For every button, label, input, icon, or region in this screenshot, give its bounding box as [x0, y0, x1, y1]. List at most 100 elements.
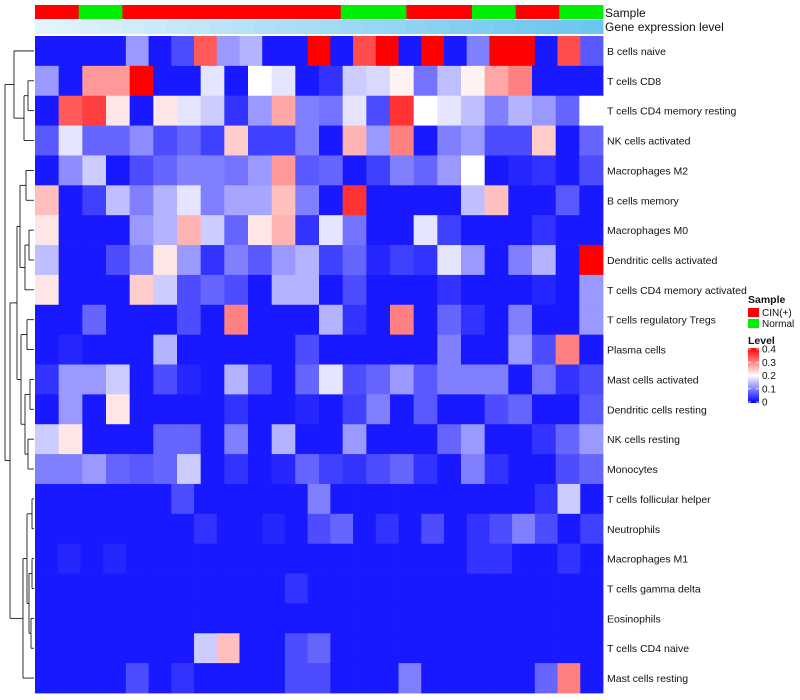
heatmap-cell	[437, 65, 462, 97]
heatmap-cell	[342, 215, 367, 246]
legend-level-gradient	[748, 348, 759, 403]
heatmap-cell	[555, 125, 580, 156]
heatmap-cell	[177, 334, 202, 365]
heatmap-cell	[58, 454, 83, 485]
heatmap-cell	[461, 65, 486, 97]
heatmap-cell	[35, 155, 60, 186]
heatmap-cell	[224, 364, 249, 395]
heatmap-cell	[35, 215, 60, 246]
heatmap-cell	[398, 36, 422, 67]
heatmap-cell	[437, 364, 462, 395]
heatmap-cell	[295, 334, 320, 365]
heatmap-cell	[58, 185, 83, 216]
heatmap-cell	[35, 483, 59, 515]
heatmap-cell	[125, 36, 149, 67]
sample-annotation-bar	[35, 5, 604, 19]
heatmap-cell	[262, 603, 286, 634]
heatmap-cell	[342, 245, 367, 276]
heatmap-cell	[284, 633, 309, 664]
heatmap-cell	[437, 95, 462, 126]
heatmap-cell	[557, 513, 581, 545]
heatmap-cell	[508, 364, 533, 395]
heatmap-cell	[224, 185, 249, 216]
heatmap-cell	[443, 36, 468, 67]
heatmap-cell	[224, 424, 249, 455]
heatmap-cell	[224, 95, 249, 126]
heatmap-cell	[129, 185, 154, 216]
heatmap-cell	[262, 573, 286, 604]
heatmap-cell	[248, 394, 273, 425]
sample-annotation-cell	[56, 5, 80, 19]
heatmap-cell	[342, 304, 367, 336]
heatmap-cell	[239, 573, 263, 604]
heatmap-cell	[437, 125, 462, 156]
expression-annotation-cell	[515, 20, 538, 34]
heatmap-cell	[80, 483, 104, 515]
heatmap-cell	[239, 633, 263, 664]
heatmap-cell	[390, 334, 415, 365]
heatmap-cell	[579, 185, 604, 216]
heatmap-cell	[82, 215, 107, 246]
heatmap-cell	[532, 334, 557, 365]
heatmap-cell	[421, 36, 445, 67]
heatmap-cell	[271, 215, 296, 246]
heatmap-cell	[58, 364, 83, 395]
heatmap-cell	[129, 454, 154, 485]
heatmap-cell	[466, 633, 490, 664]
expression-annotation-cell	[471, 20, 495, 34]
heatmap-cell	[216, 603, 240, 634]
heatmap-cell	[82, 95, 107, 126]
heatmap-cell	[125, 633, 149, 664]
heatmap-cell	[153, 245, 178, 276]
heatmap-cell	[171, 573, 195, 604]
heatmap-cell	[398, 603, 422, 634]
heatmap-cell	[125, 573, 149, 604]
heatmap-cell	[82, 454, 107, 485]
expression-annotation-cell	[35, 20, 58, 34]
sample-annotation-cell	[100, 5, 123, 19]
heatmap-cell	[319, 394, 344, 425]
row-label: Mast cells resting	[607, 673, 688, 685]
heatmap-cell	[580, 483, 604, 515]
heatmap-cell	[106, 125, 131, 156]
expression-annotation-cell	[493, 20, 517, 34]
heatmap-cell	[484, 95, 509, 126]
heatmap-cell	[532, 424, 557, 455]
heatmap-cell	[534, 603, 558, 634]
heatmap-cell	[532, 185, 557, 216]
row-label: T cells gamma delta	[607, 583, 701, 595]
heatmap-cell	[307, 633, 331, 664]
heatmap-cell	[443, 483, 468, 515]
heatmap-cell	[580, 36, 604, 67]
heatmap-cell	[466, 483, 490, 515]
heatmap-cell	[177, 215, 202, 246]
heatmap-cell	[390, 394, 415, 425]
heatmap-cell	[224, 215, 249, 246]
heatmap-cell	[106, 454, 131, 485]
heatmap-cell	[579, 274, 604, 306]
heatmap-cell	[239, 483, 263, 515]
heatmap-cell	[35, 603, 59, 634]
heatmap-cell	[262, 483, 286, 515]
heatmap-cell	[512, 603, 536, 634]
heatmap-cell	[319, 125, 344, 156]
heatmap-cell	[148, 513, 172, 545]
heatmap-cell	[224, 65, 249, 97]
row-label: NK cells activated	[607, 136, 691, 148]
heatmap-cell	[57, 573, 81, 604]
heatmap-cell	[413, 245, 438, 276]
heatmap-cell	[103, 663, 127, 694]
heatmap-cell	[194, 36, 218, 67]
heatmap-cell	[153, 394, 178, 425]
heatmap-cell	[579, 304, 604, 336]
heatmap-cell	[58, 155, 83, 186]
heatmap-cell	[106, 245, 131, 276]
row-label: Macrophages M0	[607, 225, 688, 237]
heatmap-cell	[342, 65, 367, 97]
heatmap-cell	[366, 304, 391, 336]
heatmap-cell	[307, 663, 331, 694]
sample-annotation-cell	[275, 5, 298, 19]
heatmap-cell	[200, 334, 225, 365]
heatmap-cell	[271, 394, 296, 425]
heatmap-cell	[532, 454, 557, 485]
